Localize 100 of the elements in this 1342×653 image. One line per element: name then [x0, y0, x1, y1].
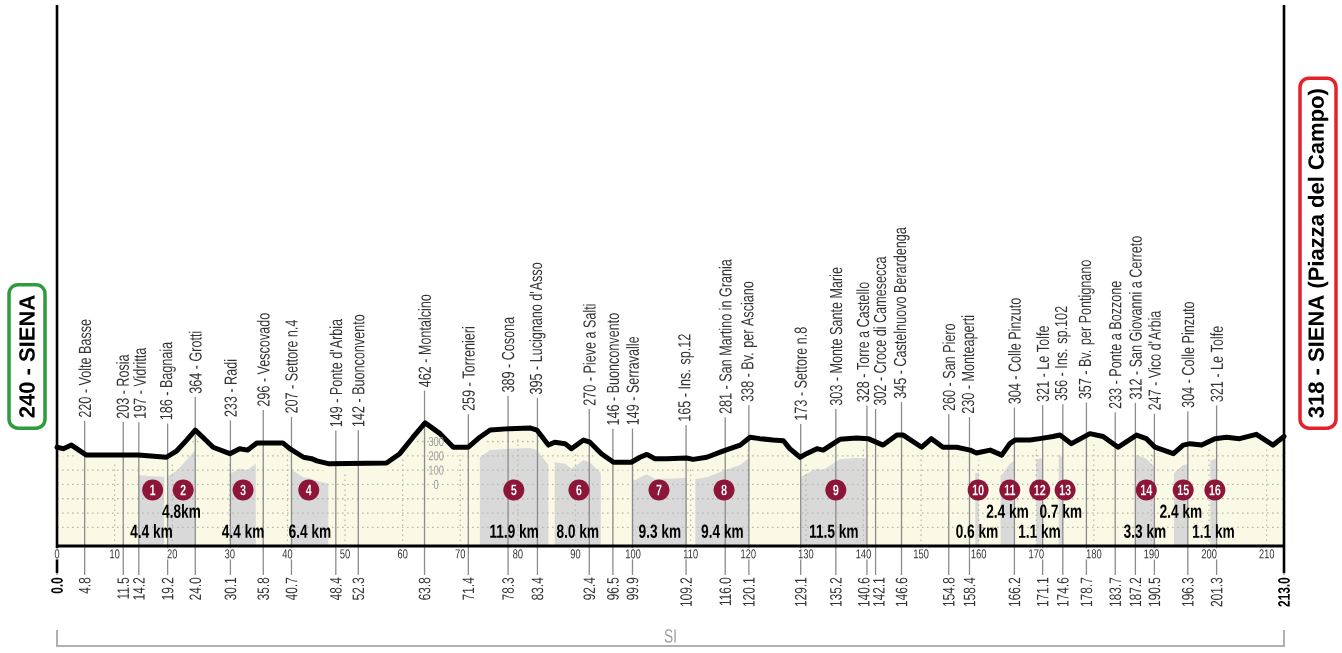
- ref-line-label: 220 - Volte Basse: [78, 319, 92, 418]
- band-label: 1.1 km: [1193, 524, 1234, 538]
- annotation: 6: [576, 484, 582, 496]
- x2-tick-label: 129.1: [794, 577, 807, 607]
- x2-tick-label: 24.0: [189, 577, 202, 600]
- ref-line-label: 142 - Buonconvento: [352, 314, 365, 427]
- band-label: 11.5 km: [809, 524, 858, 538]
- x2-tick-label: 213.0: [1278, 577, 1290, 607]
- ref-line-label: 357 - Bv. per Pontignano: [1078, 260, 1095, 399]
- band-label: 1.1 km: [1019, 524, 1060, 538]
- x2-tick-label: 187.2: [1129, 577, 1142, 607]
- x-tick-label: 110: [683, 549, 698, 559]
- x2-tick-label: 0.0: [51, 577, 63, 594]
- x-tick-label: 140: [856, 549, 871, 559]
- ref-line-label: 328 - Torre a Castello: [856, 282, 870, 402]
- band-label: 0.7 km: [1040, 504, 1082, 518]
- ref-line-label: 304 - Colle Pinzuto: [1007, 298, 1021, 404]
- annotation: 4: [305, 484, 312, 496]
- x2-tick-label: 190.5: [1148, 577, 1161, 607]
- x2-tick-label: 196.3: [1181, 577, 1194, 607]
- ref-line-label: 345 - Castelnuovo Berardenga: [893, 227, 910, 399]
- x2-tick-label: 201.3: [1210, 577, 1223, 607]
- ref-line-label: 260 - San Piero: [942, 323, 956, 411]
- text: 318 - SIENA (Piazza del Campo): [1307, 89, 1329, 418]
- ref-line-label: 304 - Colle Pinzuto: [1181, 301, 1195, 408]
- annotation: 1: [150, 484, 156, 496]
- y-tick-label: 0: [433, 479, 439, 490]
- annotation: 14: [1141, 484, 1153, 496]
- x2-tick-label: 120.1: [743, 577, 755, 607]
- x-tick-label: 50: [340, 549, 350, 559]
- x-tick-label: 210: [1259, 549, 1275, 559]
- x-tick-label: 170: [1029, 549, 1044, 559]
- x2-tick-label: 99.9: [626, 577, 639, 600]
- ref-line-label: 247 - Vico d'Arbia: [1147, 310, 1161, 410]
- ref-line-label: 186 - Bagnaia: [159, 341, 176, 420]
- x2-tick-label: 154.8: [942, 577, 955, 607]
- ref-line-label: 338 - Bv. per Asciano: [740, 281, 758, 402]
- x2-tick-label: 35.8: [257, 577, 270, 600]
- band-label: 11.9 km: [490, 524, 538, 538]
- annotation: 8: [721, 484, 727, 496]
- x2-tick-label: 158.4: [963, 577, 976, 607]
- annotation: 9: [833, 484, 839, 496]
- x2-tick-label: 142.1: [873, 577, 885, 607]
- annotation: 16: [1209, 484, 1221, 496]
- x2-tick-label: 19.2: [161, 577, 174, 600]
- x-tick-label: 40: [282, 549, 293, 559]
- ref-line-label: 302 - Croce di Camesecca: [873, 256, 887, 406]
- x-tick-label: 90: [570, 549, 581, 559]
- x2-tick-label: 71.4: [462, 577, 474, 600]
- ref-line-label: 321 - Le Tolfe: [1036, 326, 1050, 402]
- ref-line-label: 296 - Vescovado: [256, 313, 270, 407]
- band-label: 6.4 km: [289, 524, 331, 538]
- x-tick-label: 20: [167, 549, 178, 559]
- band-label: 4.4 km: [130, 524, 172, 538]
- ref-line-label: 462 - Montalcino: [418, 294, 431, 388]
- ref-line-label: 321 - Le Tolfe: [1210, 326, 1224, 402]
- ref-line-label: 303 - Monte Sante Marie: [829, 267, 843, 406]
- x-tick-label: 100: [625, 549, 641, 559]
- x2-tick-label: 166.2: [1008, 577, 1021, 607]
- annotation: 13: [1059, 484, 1071, 496]
- ref-line-label: 146 - Buonconvento: [606, 313, 620, 425]
- ref-line-label: 149 - Serravalle: [626, 336, 639, 425]
- ref-line-label: 259 - Torrenieri: [461, 327, 475, 411]
- x-tick-label: 200: [1201, 549, 1217, 559]
- x-tick-label: 160: [971, 549, 987, 559]
- x2-tick-label: 48.4: [329, 577, 342, 601]
- y-tick-label: 300: [428, 436, 444, 447]
- x2-tick-label: 92.4: [583, 577, 596, 600]
- ref-line-label: 281 - San Martino in Grania: [718, 259, 732, 414]
- band-label: 4.8km: [162, 504, 200, 518]
- x2-tick-label: 52.3: [352, 577, 365, 600]
- x-tick-label: 190: [1144, 549, 1159, 559]
- band-label: 8.0 km: [556, 524, 599, 538]
- annotation: 11: [1004, 484, 1016, 496]
- x-tick-label: 30: [224, 549, 235, 559]
- x2-tick-label: 4.8: [78, 577, 91, 594]
- ref-line-label: 230 - Monteaperti: [961, 315, 978, 414]
- x2-tick-label: 11.5: [117, 577, 130, 599]
- x-tick-label: 130: [798, 549, 814, 559]
- annotation: 7: [656, 484, 662, 496]
- x2-tick-label: 78.3: [502, 577, 514, 600]
- annotation: 5: [511, 484, 517, 496]
- x-tick-label: 0: [54, 549, 60, 559]
- text: 240 - SIENA: [19, 295, 35, 418]
- x2-tick-label: 135.2: [829, 577, 842, 607]
- x-tick-label: 120: [741, 549, 756, 559]
- ref-line-label: 389 - Cosona: [501, 316, 515, 393]
- ref-line-label: 395 - Lucignano d'Asso: [529, 262, 546, 395]
- x2-tick-label: 40.7: [285, 577, 298, 601]
- band-label: 9.3 km: [639, 523, 681, 538]
- x2-tick-label: 183.7: [1109, 577, 1122, 607]
- ref-line-label: 207 - Settore n.4: [285, 319, 298, 413]
- x2-tick-label: 178.7: [1080, 577, 1093, 607]
- x-tick-label: 10: [110, 549, 120, 559]
- x2-tick-label: 146.6: [895, 577, 908, 607]
- ref-line-label: 364 - Grotti: [188, 331, 202, 394]
- y-tick-label: 100: [429, 465, 444, 475]
- ref-line-label: 173 - Settore n.8: [794, 327, 807, 420]
- x-tick-label: 60: [397, 549, 408, 559]
- x-tick-label: 80: [513, 549, 523, 559]
